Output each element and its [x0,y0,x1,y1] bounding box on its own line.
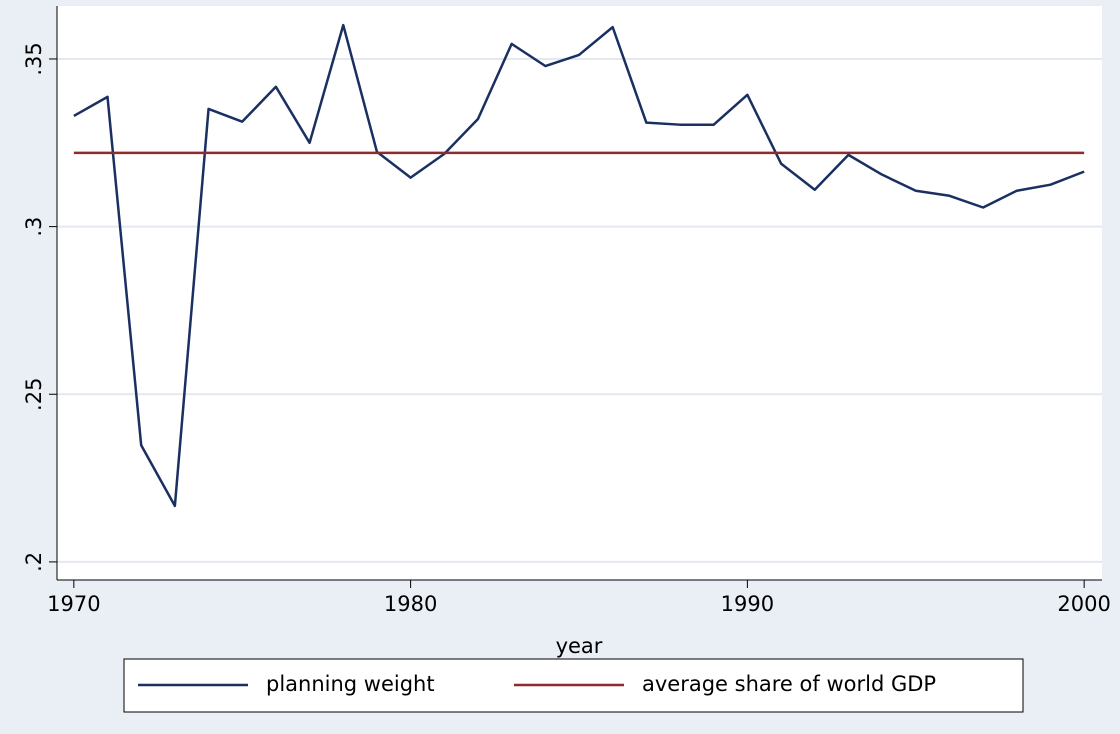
legend-label: average share of world GDP [642,672,936,696]
x-axis-label: year [556,634,603,658]
line-series [73,23,1085,508]
y-tick-label: .2 [22,552,46,572]
y-tick-label: .35 [22,42,46,75]
y-tick-label: .25 [22,378,46,411]
x-tick-label: 1970 [47,592,100,616]
plot-area [57,6,1102,580]
x-tick-label: 2000 [1057,592,1110,616]
x-tick-label: 1990 [721,592,774,616]
y-tick-label: .3 [22,217,46,237]
x-tick-label: 1980 [384,592,437,616]
legend-label: planning weight [266,672,435,696]
